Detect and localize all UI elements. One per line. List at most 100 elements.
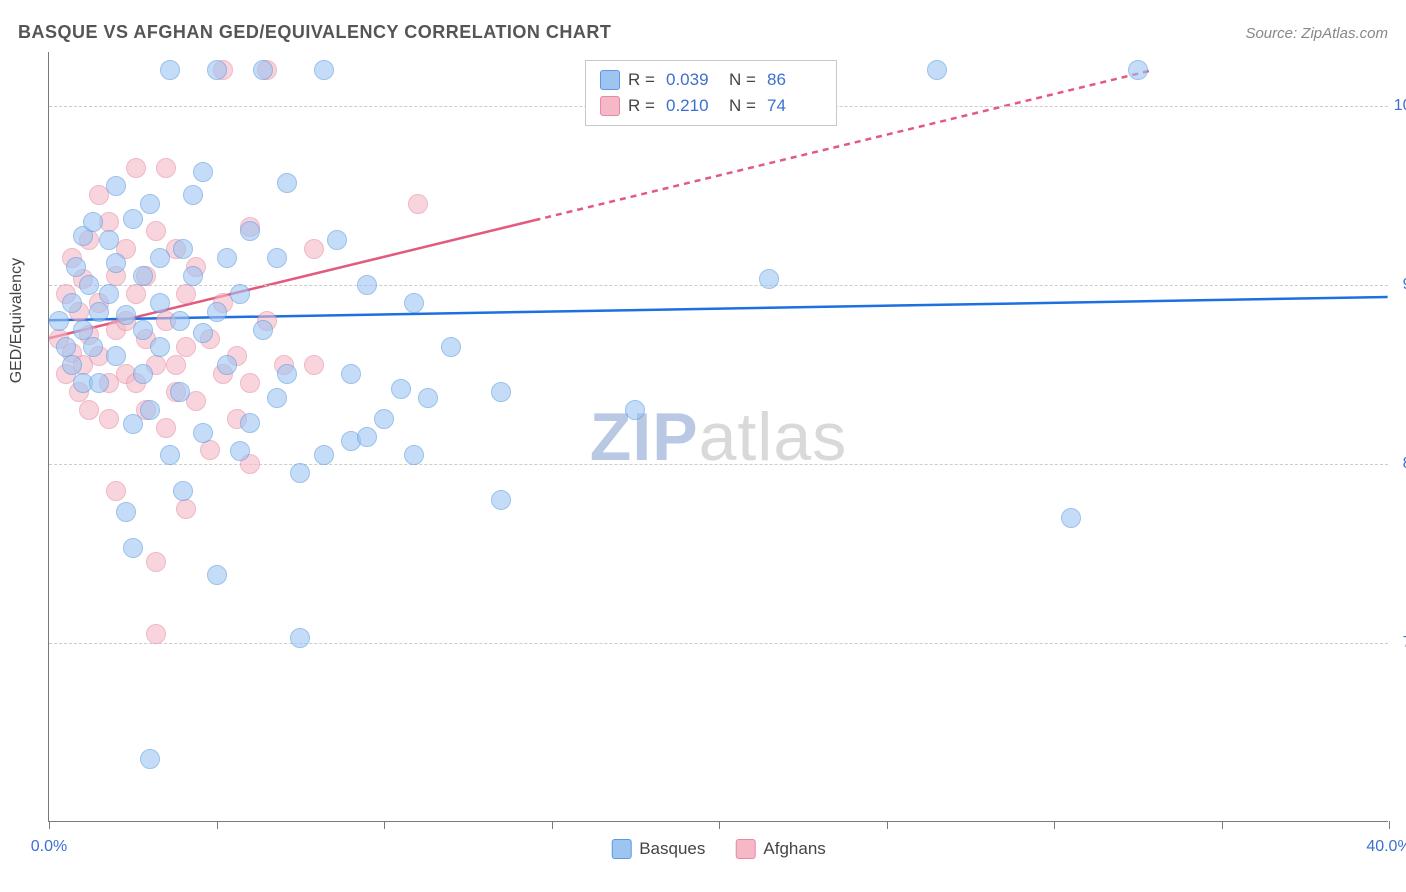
correlation-legend: R =0.039N =86R =0.210N =74 <box>585 60 837 126</box>
scatter-point <box>49 311 69 331</box>
scatter-point <box>217 355 237 375</box>
scatter-point <box>156 158 176 178</box>
scatter-point <box>240 413 260 433</box>
source-label: Source: ZipAtlas.com <box>1245 25 1388 42</box>
scatter-point <box>290 463 310 483</box>
n-label: N = <box>729 70 759 90</box>
plot-area: ZIPatlas 70.0%80.0%90.0%100.0%0.0%40.0% <box>49 52 1388 821</box>
scatter-point <box>408 194 428 214</box>
scatter-point <box>193 162 213 182</box>
n-label: N = <box>729 96 759 116</box>
x-tick <box>719 821 720 829</box>
scatter-point <box>267 248 287 268</box>
x-tick-label: 0.0% <box>31 838 67 856</box>
scatter-point <box>253 320 273 340</box>
n-value: 86 <box>767 70 822 90</box>
title-bar: BASQUE VS AFGHAN GED/EQUIVALENCY CORRELA… <box>18 22 1388 43</box>
scatter-point <box>160 445 180 465</box>
scatter-point <box>133 364 153 384</box>
scatter-point <box>1061 508 1081 528</box>
scatter-point <box>374 409 394 429</box>
legend-swatch <box>735 839 755 859</box>
scatter-point <box>133 320 153 340</box>
scatter-point <box>404 445 424 465</box>
scatter-point <box>304 355 324 375</box>
scatter-point <box>176 337 196 357</box>
scatter-point <box>89 373 109 393</box>
r-label: R = <box>628 70 658 90</box>
scatter-point <box>116 502 136 522</box>
scatter-point <box>217 248 237 268</box>
scatter-point <box>150 293 170 313</box>
scatter-point <box>277 364 297 384</box>
chart-plot: GED/Equivalency ZIPatlas 70.0%80.0%90.0%… <box>48 52 1388 822</box>
x-tick <box>887 821 888 829</box>
scatter-point <box>123 538 143 558</box>
scatter-point <box>140 194 160 214</box>
scatter-point <box>491 382 511 402</box>
scatter-point <box>176 499 196 519</box>
x-tick <box>552 821 553 829</box>
series-legend: Basques Afghans <box>611 839 826 859</box>
scatter-point <box>625 400 645 420</box>
scatter-point <box>133 266 153 286</box>
legend-swatch <box>611 839 631 859</box>
scatter-point <box>304 239 324 259</box>
scatter-point <box>62 355 82 375</box>
scatter-point <box>240 373 260 393</box>
scatter-point <box>927 60 947 80</box>
y-tick-label: 70.0% <box>1393 634 1406 652</box>
legend-row: R =0.210N =74 <box>600 93 822 119</box>
scatter-point <box>173 239 193 259</box>
legend-swatch <box>600 96 620 116</box>
scatter-point <box>79 275 99 295</box>
scatter-point <box>193 323 213 343</box>
scatter-point <box>207 60 227 80</box>
scatter-point <box>170 382 190 402</box>
r-value: 0.210 <box>666 96 721 116</box>
scatter-point <box>314 445 334 465</box>
scatter-point <box>156 418 176 438</box>
scatter-point <box>83 212 103 232</box>
scatter-point <box>79 400 99 420</box>
scatter-point <box>66 257 86 277</box>
scatter-point <box>404 293 424 313</box>
scatter-point <box>126 158 146 178</box>
scatter-point <box>230 284 250 304</box>
trend-line <box>49 297 1387 320</box>
scatter-point <box>341 364 361 384</box>
scatter-point <box>277 173 297 193</box>
y-axis-title: GED/Equivalency <box>8 257 26 382</box>
series-name: Basques <box>639 839 705 859</box>
scatter-point <box>170 311 190 331</box>
r-label: R = <box>628 96 658 116</box>
scatter-point <box>491 490 511 510</box>
legend-row: R =0.039N =86 <box>600 67 822 93</box>
scatter-point <box>759 269 779 289</box>
scatter-point <box>267 388 287 408</box>
x-tick <box>49 821 50 829</box>
scatter-point <box>207 302 227 322</box>
y-tick-label: 80.0% <box>1393 455 1406 473</box>
scatter-point <box>357 427 377 447</box>
series-legend-item: Afghans <box>735 839 825 859</box>
scatter-point <box>146 624 166 644</box>
scatter-point <box>62 293 82 313</box>
legend-swatch <box>600 70 620 90</box>
scatter-point <box>140 749 160 769</box>
y-tick-label: 90.0% <box>1393 276 1406 294</box>
scatter-point <box>357 275 377 295</box>
scatter-point <box>183 185 203 205</box>
scatter-point <box>314 60 334 80</box>
scatter-point <box>123 209 143 229</box>
scatter-point <box>193 423 213 443</box>
scatter-point <box>150 248 170 268</box>
series-name: Afghans <box>763 839 825 859</box>
scatter-point <box>240 221 260 241</box>
scatter-point <box>106 176 126 196</box>
scatter-point <box>99 409 119 429</box>
scatter-point <box>83 337 103 357</box>
scatter-point <box>126 284 146 304</box>
x-tick <box>384 821 385 829</box>
scatter-point <box>183 266 203 286</box>
